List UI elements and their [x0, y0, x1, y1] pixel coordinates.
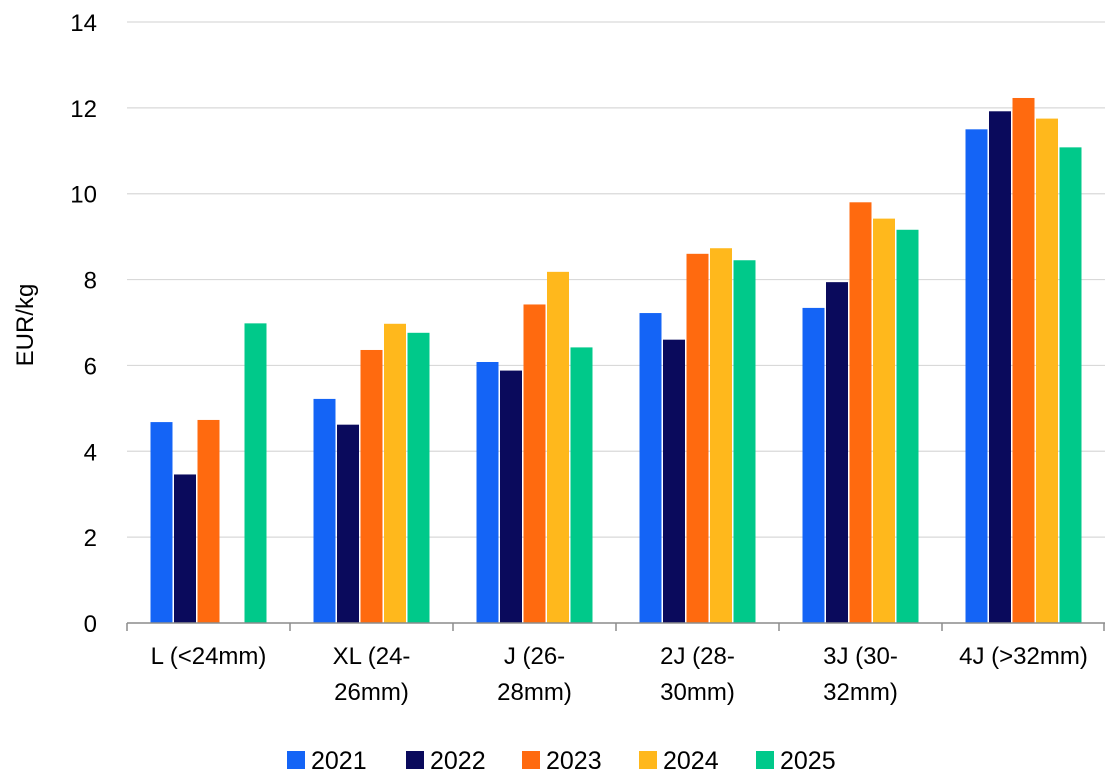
x-category-label: L (<24mm) [151, 643, 267, 670]
x-category-label: J (26- 28mm) [497, 643, 572, 706]
legend: 2021 2022 2023 2024 2025 [287, 747, 836, 775]
legend-swatch-2025 [756, 751, 774, 769]
y-tick-label: 12 [70, 96, 97, 123]
x-category-label-line: 28mm) [497, 679, 572, 706]
bar-2025-1 [407, 332, 430, 623]
bar-2025-3 [733, 260, 756, 623]
legend-label-2022: 2022 [430, 747, 486, 775]
bars [150, 97, 1082, 624]
x-category-label-line: 4J (>32mm) [959, 643, 1088, 670]
legend-swatch-2024 [639, 751, 657, 769]
y-tick-label: 4 [84, 439, 97, 466]
bar-2022-2 [500, 370, 522, 623]
x-category-label: 2J (28- 30mm) [660, 643, 735, 706]
bar-2023-3 [686, 253, 709, 624]
bar-2023-0 [197, 419, 220, 623]
bar-2022-5 [989, 111, 1011, 623]
gridlines [127, 21, 1105, 538]
bar-2022-0 [174, 474, 196, 623]
bar-2025-4 [896, 229, 919, 623]
x-category-label-line: 32mm) [823, 679, 898, 706]
x-category-label-line: XL (24- [333, 643, 411, 670]
bar-2023-4 [849, 202, 872, 624]
x-category-label-line: 30mm) [660, 679, 735, 706]
x-category-label-line: 26mm) [334, 679, 409, 706]
bar-2025-0 [244, 323, 267, 623]
x-category-label-line: J (26- [504, 643, 565, 670]
legend-label-2021: 2021 [311, 747, 367, 775]
x-category-label: 4J (>32mm) [959, 643, 1088, 670]
bar-2021-3 [639, 313, 662, 623]
bar-2024-3 [710, 248, 732, 623]
x-category-label: 3J (30- 32mm) [823, 643, 898, 706]
bar-2021-1 [313, 398, 336, 623]
y-axis-title: EUR/kg [12, 284, 39, 367]
legend-label-2023: 2023 [546, 747, 602, 775]
y-tick-label: 0 [84, 611, 97, 638]
bar-2021-0 [150, 422, 173, 623]
bar-2021-4 [802, 307, 825, 623]
x-category-label-line: L (<24mm) [151, 643, 267, 670]
x-category-label: XL (24- 26mm) [333, 643, 411, 706]
x-category-label-line: 3J (30- [823, 643, 898, 670]
bar-2024-1 [384, 323, 406, 623]
bar-2023-5 [1012, 97, 1035, 623]
y-tick-label: 8 [84, 268, 97, 295]
y-tick-label: 10 [70, 182, 97, 209]
x-axis [126, 622, 1105, 631]
y-tick-label: 6 [84, 353, 97, 380]
legend-swatch-2022 [406, 751, 424, 769]
legend-swatch-2021 [287, 751, 305, 769]
bar-2025-5 [1059, 147, 1082, 623]
bar-2023-2 [523, 304, 546, 623]
y-axis-ticks: 0 2 4 6 8 10 12 14 [70, 10, 97, 638]
bar-2024-4 [873, 218, 895, 623]
bar-2021-2 [476, 361, 499, 623]
bar-2022-4 [826, 282, 848, 623]
bar-2021-5 [965, 129, 988, 624]
x-axis-category-labels: L (<24mm) XL (24- 26mm) J (26- 28mm) 2J (28- 3… [151, 643, 1088, 706]
bar-2022-1 [337, 424, 359, 623]
bar-2023-1 [360, 349, 383, 623]
bar-2025-2 [570, 347, 593, 623]
y-tick-label: 2 [84, 525, 97, 552]
legend-swatch-2023 [522, 751, 540, 769]
bar-2022-3 [663, 339, 685, 623]
bar-2024-5 [1036, 118, 1058, 623]
x-category-label-line: 2J (28- [660, 643, 735, 670]
bar-2024-2 [547, 271, 569, 623]
y-tick-label: 14 [70, 10, 97, 37]
legend-label-2024: 2024 [663, 747, 719, 775]
legend-label-2025: 2025 [780, 747, 836, 775]
